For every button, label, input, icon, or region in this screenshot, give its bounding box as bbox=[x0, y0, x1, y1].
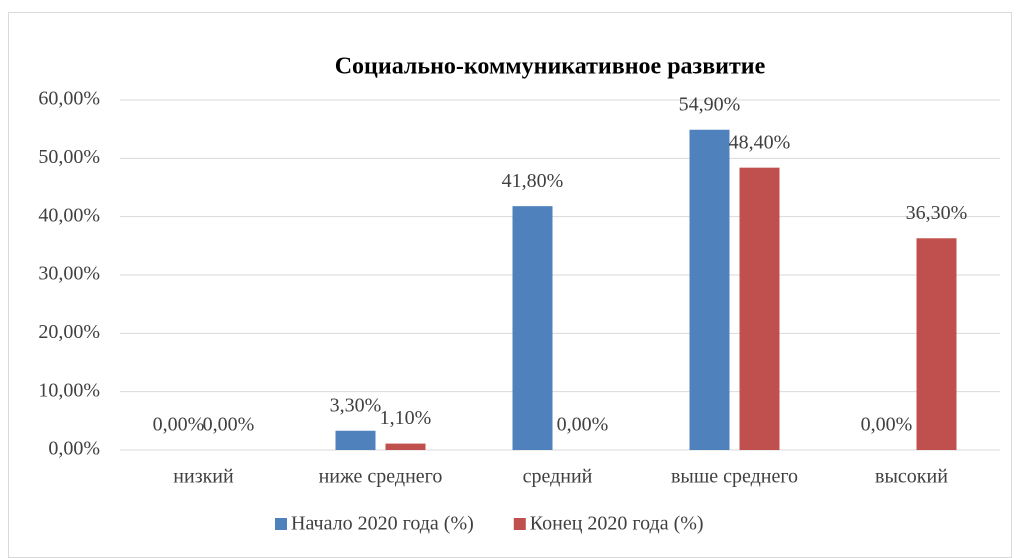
value-label: 48,40% bbox=[729, 131, 791, 153]
bar bbox=[335, 430, 376, 450]
value-label: 41,80% bbox=[502, 170, 564, 192]
x-tick-label: средний bbox=[523, 466, 593, 488]
x-tick-label: низкий bbox=[173, 466, 234, 488]
value-label: 3,30% bbox=[330, 394, 382, 416]
y-tick-label: 20,00% bbox=[38, 321, 100, 343]
legend-swatch bbox=[513, 518, 526, 530]
bar bbox=[689, 129, 730, 450]
value-label: 36,30% bbox=[906, 202, 968, 224]
bar bbox=[512, 206, 553, 450]
y-tick-label: 0,00% bbox=[48, 438, 100, 460]
x-tick-label: высокий bbox=[875, 466, 948, 488]
y-tick-label: 50,00% bbox=[38, 146, 100, 168]
x-tick-label: выше среднего bbox=[671, 466, 798, 488]
chart-border bbox=[8, 12, 1012, 558]
chart-title: Социально-коммуникативное развитие bbox=[335, 54, 766, 80]
value-label: 0,00% bbox=[203, 414, 255, 436]
legend-label: Начало 2020 года (%) bbox=[291, 513, 474, 535]
y-tick-label: 10,00% bbox=[38, 379, 100, 401]
y-tick-label: 40,00% bbox=[38, 204, 100, 226]
bar bbox=[739, 167, 780, 450]
value-label: 0,00% bbox=[861, 414, 913, 436]
bar bbox=[916, 238, 957, 450]
bar bbox=[385, 443, 426, 450]
value-label: 54,90% bbox=[679, 93, 741, 115]
y-tick-label: 30,00% bbox=[38, 263, 100, 285]
value-label: 0,00% bbox=[153, 414, 205, 436]
value-label: 0,00% bbox=[557, 414, 609, 436]
legend-swatch bbox=[275, 518, 287, 530]
y-tick-label: 60,00% bbox=[38, 88, 100, 110]
legend-label: Конец 2020 года (%) bbox=[530, 513, 704, 535]
x-tick-label: ниже среднего bbox=[319, 466, 443, 488]
value-label: 1,10% bbox=[380, 407, 432, 429]
